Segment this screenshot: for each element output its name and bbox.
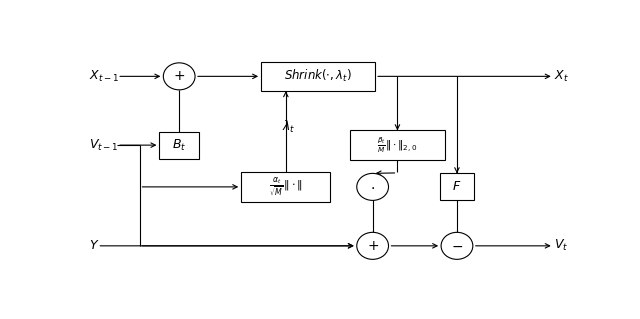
Ellipse shape <box>356 174 388 200</box>
Text: $-$: $-$ <box>451 239 463 253</box>
Ellipse shape <box>163 63 195 90</box>
Text: $+$: $+$ <box>367 239 379 253</box>
Text: $\frac{\alpha_t}{\sqrt{M}}\|\cdot\|$: $\frac{\alpha_t}{\sqrt{M}}\|\cdot\|$ <box>269 175 303 199</box>
Text: $F$: $F$ <box>452 180 461 193</box>
Text: $\lambda_t$: $\lambda_t$ <box>282 119 296 135</box>
Text: $B_t$: $B_t$ <box>172 137 186 153</box>
Bar <box>350 130 445 160</box>
Text: $+$: $+$ <box>173 69 185 83</box>
Bar <box>241 172 330 202</box>
Text: $Y$: $Y$ <box>89 239 99 252</box>
Text: $\mathit{Shrink}(\cdot, \lambda_t)$: $\mathit{Shrink}(\cdot, \lambda_t)$ <box>284 68 352 85</box>
Text: $\frac{\beta_t}{M}\|\cdot\|_{2,0}$: $\frac{\beta_t}{M}\|\cdot\|_{2,0}$ <box>377 135 418 155</box>
Text: $X_{t-1}$: $X_{t-1}$ <box>89 69 119 84</box>
Bar <box>440 174 474 200</box>
Ellipse shape <box>356 232 388 259</box>
Text: $\cdot$: $\cdot$ <box>370 180 375 194</box>
Bar <box>159 132 199 159</box>
Bar <box>261 62 375 91</box>
Text: $V_{t-1}$: $V_{t-1}$ <box>89 137 118 153</box>
Text: $X_t$: $X_t$ <box>554 69 568 84</box>
Ellipse shape <box>441 232 473 259</box>
Text: $V_t$: $V_t$ <box>554 238 568 253</box>
